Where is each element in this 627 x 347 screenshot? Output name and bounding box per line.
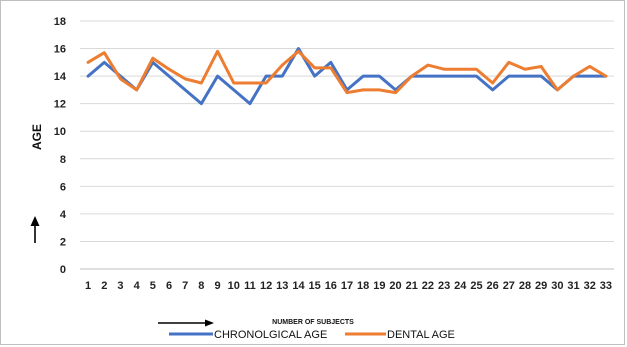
series-line-chronological-age: [86, 47, 608, 106]
x-tick-label-24: 24: [454, 280, 467, 292]
y-tick-label-12: 12: [54, 99, 66, 111]
x-tick-label-15: 15: [309, 280, 321, 292]
x-tick-label-25: 25: [470, 280, 482, 292]
y-tick-label-0: 0: [60, 264, 66, 276]
x-tick-label-28: 28: [519, 280, 531, 292]
x-tick-label-29: 29: [535, 280, 547, 292]
x-tick-label-4: 4: [134, 280, 141, 292]
x-tick-label-8: 8: [198, 280, 204, 292]
series-line-dental-age: [86, 49, 608, 95]
x-tick-label-27: 27: [503, 280, 515, 292]
annotations: AGE NUMBER OF SUBJECTS CHRONOLGICAL AGE DEN…: [30, 124, 455, 341]
x-tick-label-13: 13: [276, 280, 288, 292]
x-tick-label-12: 12: [260, 280, 272, 292]
y-tick-label-18: 18: [54, 16, 66, 28]
x-tick-label-16: 16: [325, 280, 337, 292]
x-tick-label-23: 23: [438, 280, 450, 292]
x-tick-label-5: 5: [150, 280, 156, 292]
x-tick-label-10: 10: [228, 280, 240, 292]
x-tick-label-9: 9: [214, 280, 220, 292]
legend-label-dental-age: DENTAL AGE: [387, 329, 455, 341]
x-tick-label-7: 7: [182, 280, 188, 292]
x-tick-label-22: 22: [422, 280, 434, 292]
series-lines: [86, 47, 608, 106]
x-tick-label-19: 19: [373, 280, 385, 292]
legend-label-chronological-age: CHRONOLGICAL AGE: [214, 329, 327, 341]
x-tick-label-26: 26: [487, 280, 499, 292]
x-tick-label-20: 20: [389, 280, 401, 292]
grid-lines: [80, 20, 614, 242]
y-axis-title: AGE: [30, 124, 44, 150]
x-tick-label-3: 3: [117, 280, 123, 292]
x-tick-label-17: 17: [341, 280, 353, 292]
x-tick-label-30: 30: [551, 280, 563, 292]
x-tick-label-18: 18: [357, 280, 369, 292]
x-tick-label-31: 31: [567, 280, 579, 292]
y-tick-label-6: 6: [60, 181, 66, 193]
x-tick-label-6: 6: [166, 280, 172, 292]
y-tick-label-2: 2: [60, 236, 66, 248]
x-tick-label-1: 1: [85, 280, 91, 292]
y-tick-label-14: 14: [54, 71, 67, 83]
x-axis-arrow-head: [205, 319, 214, 327]
y-tick-label-4: 4: [60, 209, 67, 221]
y-tick-label-10: 10: [54, 126, 66, 138]
x-tick-label-11: 11: [244, 280, 256, 292]
x-tick-label-21: 21: [406, 280, 418, 292]
x-tick-label-33: 33: [600, 280, 612, 292]
y-tick-label-8: 8: [60, 154, 66, 166]
x-axis-title: NUMBER OF SUBJECTS: [272, 319, 354, 326]
x-tick-label-32: 32: [584, 280, 596, 292]
y-axis-arrow-head: [30, 216, 40, 226]
y-tick-label-16: 16: [54, 44, 66, 56]
x-tick-label-14: 14: [292, 280, 305, 292]
x-tick-label-2: 2: [101, 280, 107, 292]
